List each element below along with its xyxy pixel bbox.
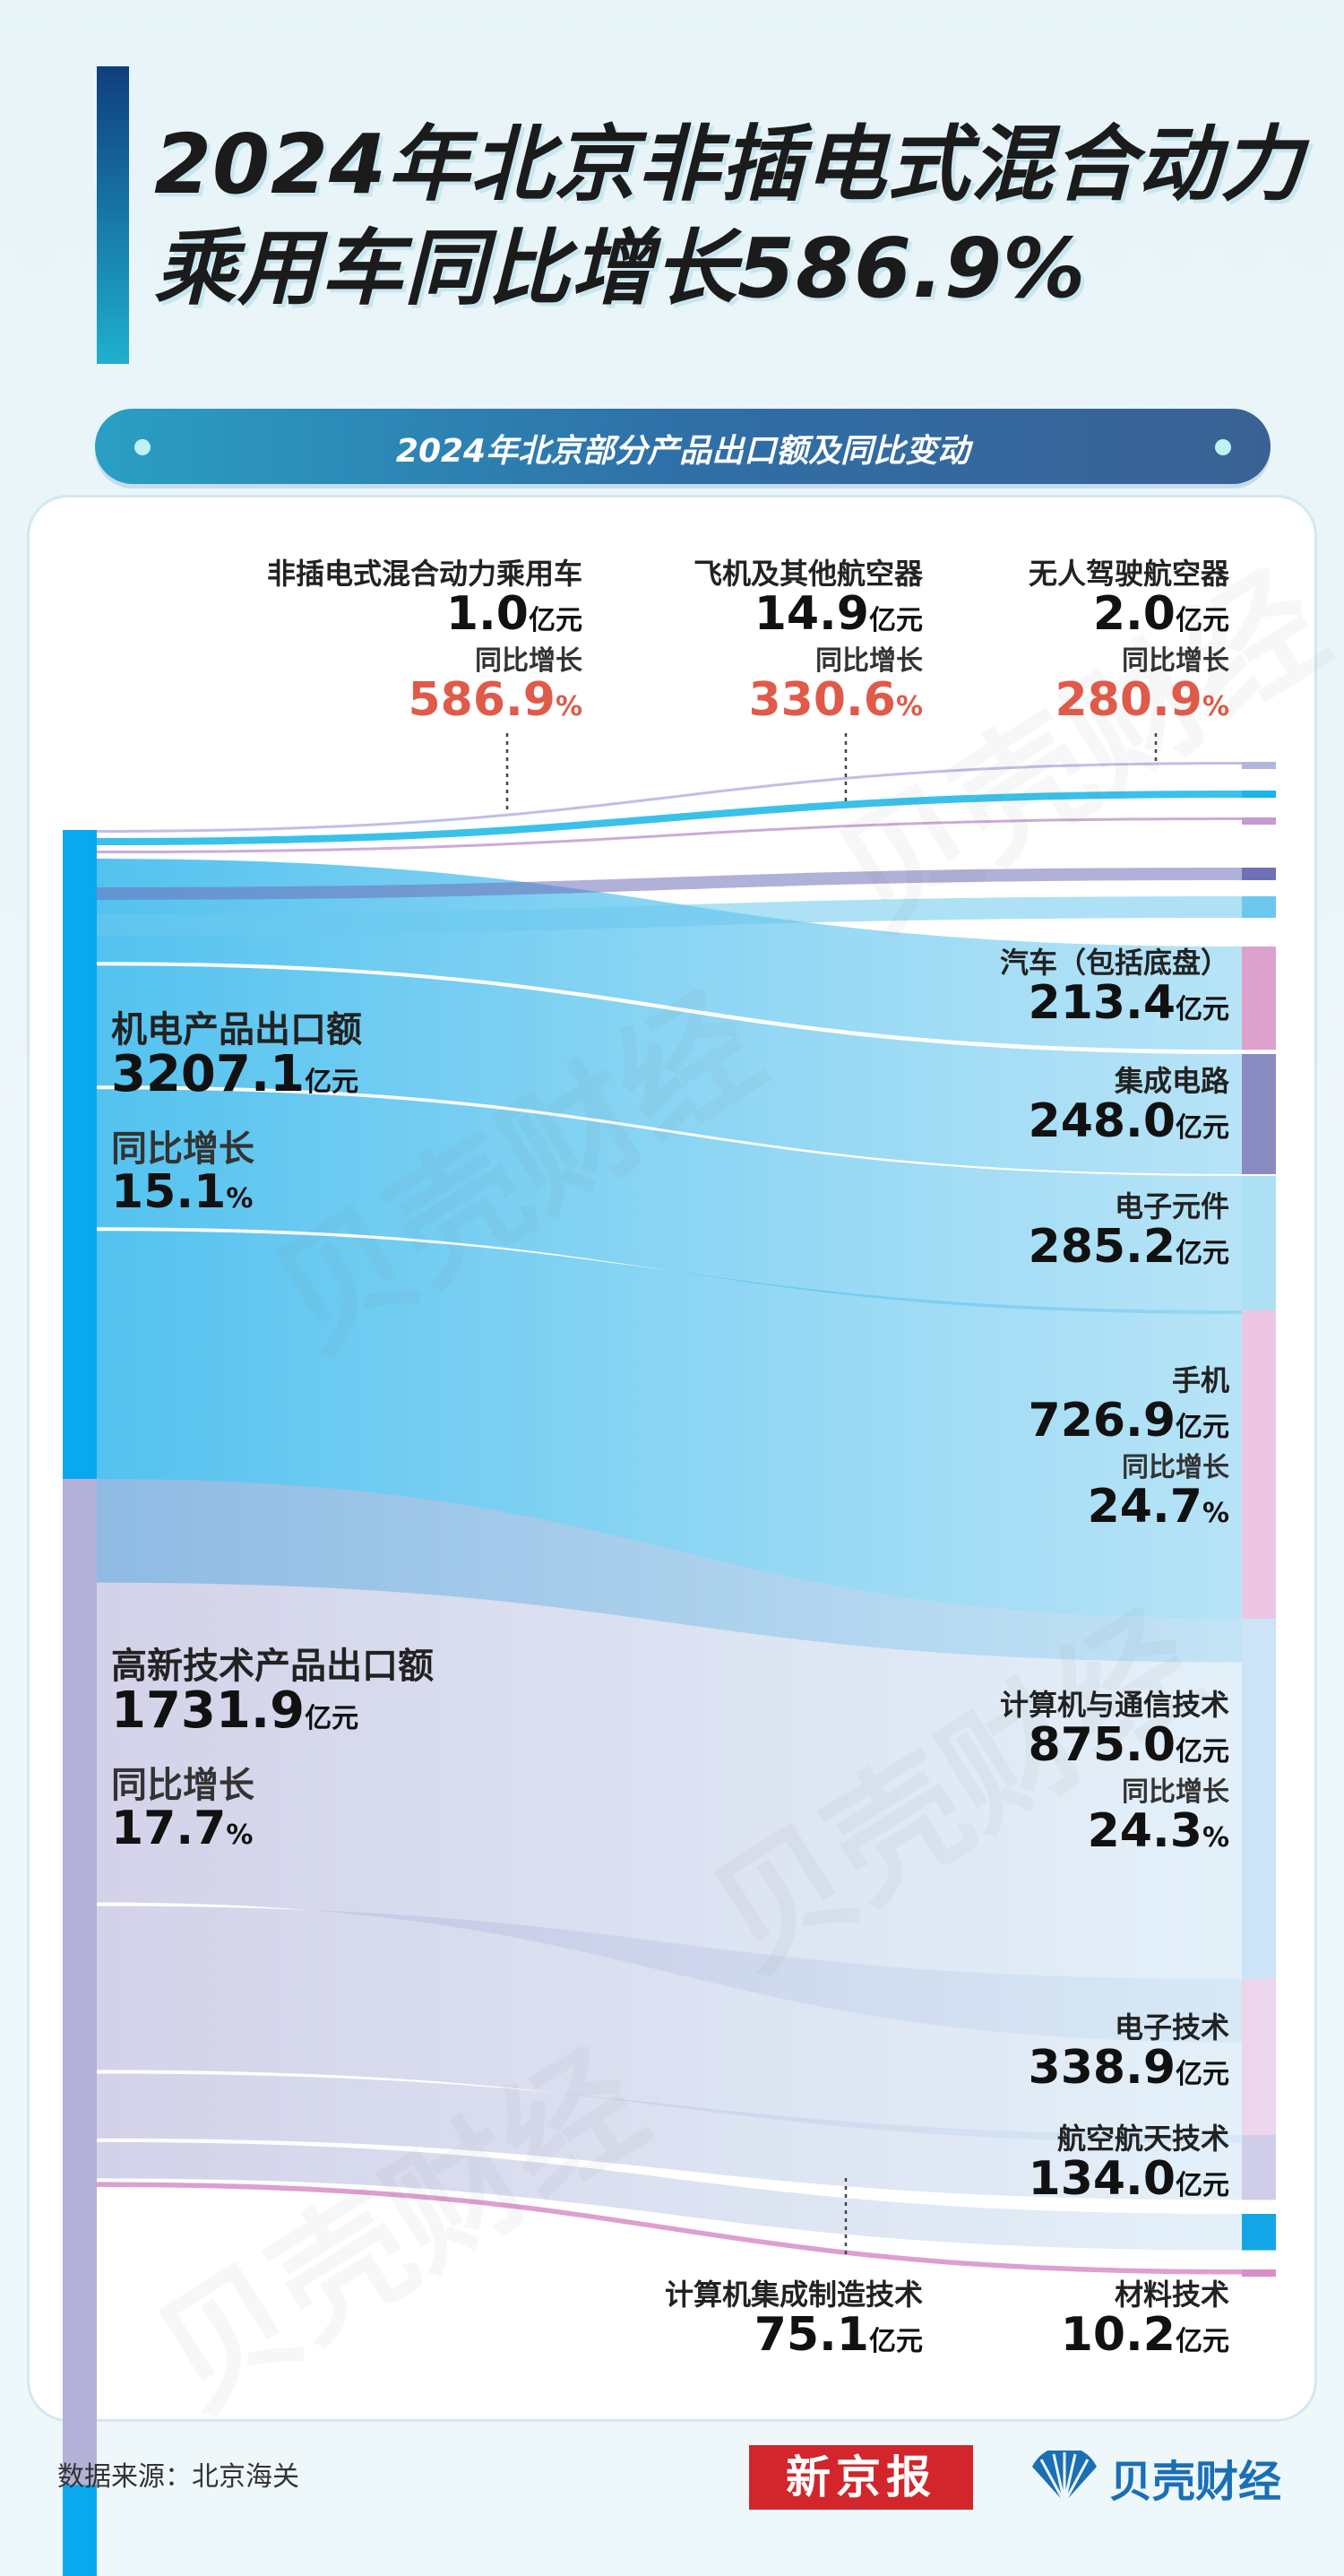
flow-extra-1 bbox=[97, 896, 1242, 936]
target-bar-9 bbox=[1242, 2135, 1276, 2200]
beike-logo-text: 贝壳财经 bbox=[1109, 2457, 1282, 2507]
target-bar-4 bbox=[1242, 1054, 1276, 1174]
target-bar-1 bbox=[1242, 791, 1276, 799]
flow-8 bbox=[97, 1906, 1242, 2144]
target-bar-5 bbox=[1242, 1176, 1276, 1315]
label-components: 电子元件 285.2亿元 bbox=[1028, 1189, 1229, 1274]
flow-11 bbox=[97, 2182, 1242, 2275]
target-bar-11 bbox=[1242, 2269, 1276, 2277]
page-title: 2024年北京非插电式混合动力 乘用车同比增长586.9% bbox=[154, 113, 1304, 321]
target-bar-3 bbox=[1242, 947, 1276, 1050]
target-bar-8 bbox=[1242, 1979, 1276, 2144]
title-accent-bar bbox=[97, 66, 129, 364]
label-source-electro: 机电产品出口额 3207.1亿元 同比增长 15.1% bbox=[111, 1009, 362, 1219]
label-top-drone: 无人驾驶航空器 2.0亿元 同比增长 280.9% bbox=[1028, 557, 1229, 727]
chart-subtitle: 2024年北京部分产品出口额及同比变动 bbox=[395, 433, 970, 470]
xinjingbao-logo: 新京报 bbox=[749, 2445, 973, 2510]
target-bar-6 bbox=[1242, 1310, 1276, 1663]
source-bar-1 bbox=[63, 1479, 97, 2485]
target-bar-7 bbox=[1242, 1619, 1276, 2043]
title-line-1: 2024年北京非插电式混合动力 bbox=[154, 117, 1305, 212]
label-top-phev: 非插电式混合动力乘用车 1.0亿元 同比增长 586.9% bbox=[266, 557, 582, 727]
target-bar-2 bbox=[1242, 817, 1276, 825]
flow-7 bbox=[97, 1479, 1242, 2043]
flow-1 bbox=[97, 791, 1242, 846]
beike-logo: 贝壳财经 bbox=[1029, 2445, 1281, 2510]
target-bar-extra-1 bbox=[1242, 896, 1276, 918]
banner-dot-right bbox=[1215, 439, 1231, 455]
label-ic: 集成电路 248.0亿元 bbox=[1028, 1064, 1229, 1148]
label-cim: 计算机集成制造技术 75.1亿元 bbox=[664, 2278, 923, 2362]
flow-10 bbox=[97, 2141, 1242, 2251]
label-aerospace: 航空航天技术 134.0亿元 bbox=[1028, 2122, 1229, 2206]
flow-4 bbox=[97, 965, 1242, 1174]
label-electronics-tech: 电子技术 338.9亿元 bbox=[1028, 2010, 1229, 2095]
label-source-hitech: 高新技术产品出口额 1731.9亿元 同比增长 17.7% bbox=[111, 1646, 434, 1855]
label-materials: 材料技术 10.2亿元 bbox=[1060, 2278, 1229, 2362]
target-bar-extra-0 bbox=[1242, 868, 1276, 880]
subtitle-banner: 2024年北京部分产品出口额及同比变动 bbox=[95, 409, 1271, 484]
flow-5 bbox=[97, 1089, 1242, 1315]
banner-dot-left bbox=[134, 439, 151, 455]
label-top-aircraft: 飞机及其他航空器 14.9亿元 同比增长 330.6% bbox=[693, 557, 923, 727]
title-line-2: 乘用车同比增长586.9% bbox=[154, 220, 1087, 316]
data-source: 数据来源：北京海关 bbox=[57, 2461, 299, 2493]
flow-2 bbox=[97, 817, 1242, 854]
target-bar-0 bbox=[1242, 762, 1276, 769]
flow-9 bbox=[97, 2073, 1242, 2200]
label-autos: 汽车（包括底盘） 213.4亿元 bbox=[999, 946, 1229, 1030]
flow-0 bbox=[97, 762, 1242, 833]
shell-icon bbox=[1032, 2451, 1097, 2503]
target-bar-10 bbox=[1242, 2214, 1276, 2251]
label-computer-comm: 计算机与通信技术 875.0亿元 同比增长 24.3% bbox=[999, 1688, 1229, 1858]
flow-extra-0 bbox=[97, 868, 1242, 900]
flow-3 bbox=[97, 859, 1242, 1050]
label-phones: 手机 726.9亿元 同比增长 24.7% bbox=[1028, 1363, 1229, 1534]
